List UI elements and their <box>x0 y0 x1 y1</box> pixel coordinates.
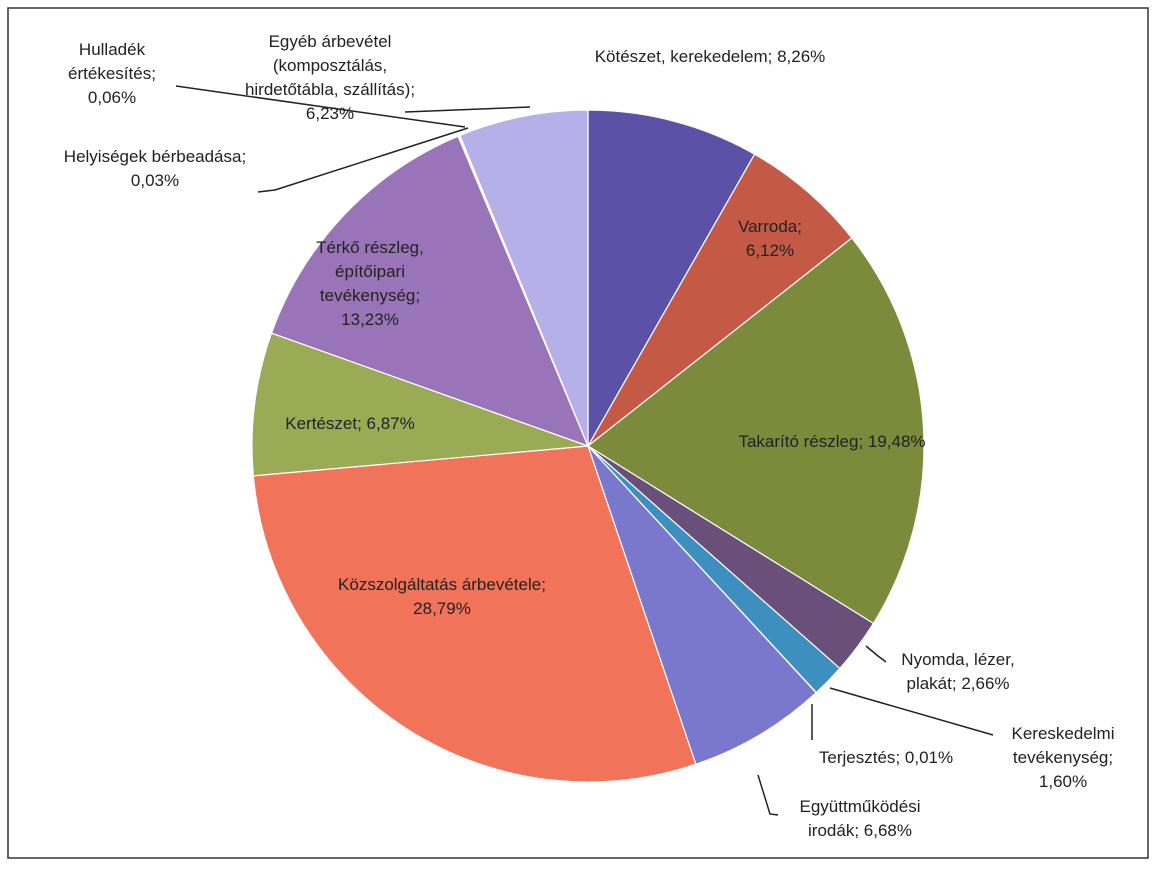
leader-line <box>865 645 887 663</box>
value-label: 0,01% <box>904 748 954 767</box>
slice-label: Közszolgáltatás árbevétele; 28,79% <box>322 573 562 621</box>
value-label: 6,68% <box>863 821 912 840</box>
separator: ; <box>951 674 962 693</box>
leader-line <box>829 687 994 736</box>
category: Közszolgáltatás árbevétele <box>338 575 542 594</box>
value-label: 8,26% <box>777 47 826 66</box>
slice-label: Együttműködési irodák; 6,68% <box>775 795 945 843</box>
pie-slice <box>251 332 589 477</box>
separator: ; <box>541 575 551 594</box>
value-label: 6,23% <box>305 104 355 123</box>
category: Terjesztés <box>818 748 896 767</box>
separator: ; <box>858 432 868 451</box>
separator: ; <box>415 286 425 305</box>
separator: ; <box>1108 748 1118 767</box>
pie-slice <box>587 153 853 447</box>
category: Egyéb árbevétel (komposztálás, hirdetőtá… <box>244 32 411 99</box>
value-label: 13,23% <box>341 310 399 329</box>
leader-line <box>404 106 531 113</box>
separator: ; <box>151 64 161 83</box>
category: Nyomda, lézer, plakát <box>901 650 1020 693</box>
value-label: 6,87% <box>366 414 415 433</box>
leader-line <box>175 85 466 128</box>
slice-label: Varroda; 6,12% <box>715 215 825 263</box>
value-label: 6,12% <box>745 241 795 260</box>
slice-label: Takarító részleg; 19,48% <box>732 430 932 454</box>
separator: ; <box>767 47 778 66</box>
slice-label: Kertészet; 6,87% <box>250 412 450 436</box>
category: Varroda <box>738 217 798 236</box>
slice-label: Egyéb árbevétel (komposztálás, hirdetőtá… <box>235 30 425 126</box>
slice-label: Hulladék értékesítés; 0,06% <box>47 38 177 110</box>
category: Kertészet <box>285 414 358 433</box>
leader-line <box>257 127 469 193</box>
pie-slice <box>587 445 817 765</box>
separator: ; <box>241 147 251 166</box>
pie-slice <box>586 237 925 625</box>
category: Takarító részleg <box>738 432 859 451</box>
separator: ; <box>357 414 367 433</box>
separator: ; <box>797 217 807 236</box>
value-label: 2,66% <box>961 674 1010 693</box>
slice-label: Terjesztés; 0,01% <box>786 746 986 770</box>
category: Együttműködési irodák <box>799 797 926 840</box>
category: Kereskedelmi tevékenység <box>1011 724 1120 767</box>
separator: ; <box>895 748 905 767</box>
value-label: 28,79% <box>413 599 471 618</box>
separator: ; <box>854 821 864 840</box>
value-label: 0,06% <box>87 88 137 107</box>
category: Kötészet, kerekedelem <box>594 47 768 66</box>
value-label: 0,03% <box>130 171 180 190</box>
leader-line <box>757 774 779 816</box>
pie-slice <box>252 445 697 783</box>
pie-slice <box>270 135 590 448</box>
frame <box>7 7 1149 859</box>
pie-slice <box>587 109 756 449</box>
slice-label: Nyomda, lézer, plakát; 2,66% <box>878 648 1038 696</box>
slice-label: Kötészet, kerekedelem; 8,26% <box>590 45 830 69</box>
slice-label: Térkő részleg, építőipari tevékenység; 1… <box>290 236 450 332</box>
slice-label: Helyiségek bérbeadása; 0,03% <box>55 145 255 193</box>
value-label: 19,48% <box>867 432 926 451</box>
separator: ; <box>410 80 420 99</box>
category: Helyiségek bérbeadása <box>63 147 242 166</box>
slice-label: Kereskedelmi tevékenység; 1,60% <box>988 722 1138 794</box>
value-label: 1,60% <box>1038 772 1088 791</box>
category: Hulladék értékesítés <box>68 40 152 83</box>
category: Térkő részleg, építőipari tevékenység <box>316 238 429 305</box>
pie-slice <box>459 109 589 447</box>
